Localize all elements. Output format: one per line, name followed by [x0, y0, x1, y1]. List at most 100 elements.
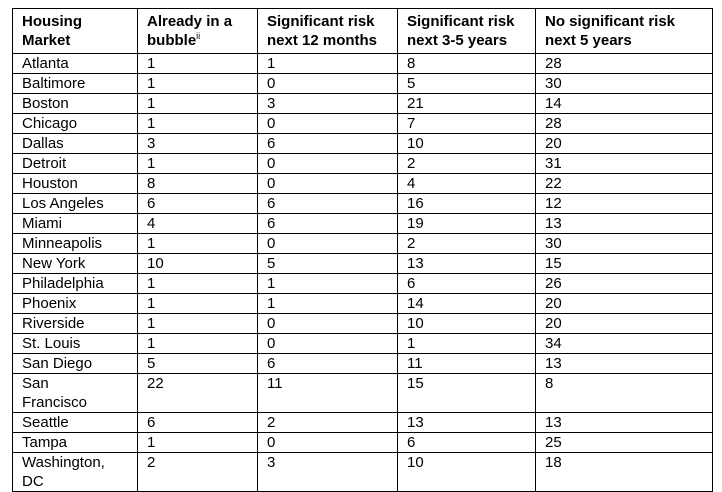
count-cell: 0	[257, 153, 398, 174]
count-cell: 1	[257, 53, 398, 74]
count-cell: 8	[535, 373, 713, 413]
market-cell: Houston	[12, 173, 138, 194]
market-name: Boston	[22, 95, 69, 112]
count: 14	[545, 95, 562, 112]
market-name: Atlanta	[22, 55, 69, 72]
count-cell: 4	[397, 173, 536, 194]
data-row: Chicago 1 0 7 28	[12, 113, 713, 134]
data-row: St. Louis 1 0 1 34	[12, 333, 713, 354]
count: 0	[267, 75, 276, 92]
count: 5	[407, 75, 416, 92]
count-cell: 1	[137, 293, 258, 314]
market-name: Riverside	[22, 315, 85, 332]
count: 1	[147, 75, 156, 92]
count-cell: 21	[397, 93, 536, 114]
data-row: Atlanta 1 1 8 28	[12, 53, 713, 74]
count: 30	[545, 75, 562, 92]
market-cell: Seattle	[12, 412, 138, 433]
count-cell: 11	[397, 353, 536, 374]
market-cell: Atlanta	[12, 53, 138, 74]
market-cell: Chicago	[12, 113, 138, 134]
count-cell: 1	[137, 93, 258, 114]
count: 4	[147, 215, 156, 232]
count-cell: 3	[257, 93, 398, 114]
count: 1	[147, 235, 156, 252]
count: 1	[147, 315, 156, 332]
count-cell: 1	[137, 73, 258, 94]
data-row: Detroit 1 0 2 31	[12, 153, 713, 174]
market-cell: Dallas	[12, 133, 138, 154]
market-cell: Phoenix	[12, 293, 138, 314]
market-cell: Miami	[12, 213, 138, 234]
count-cell: 1	[137, 233, 258, 254]
data-row: San Diego 5 6 11 13	[12, 353, 713, 374]
count: 0	[267, 155, 276, 172]
count: 10	[407, 135, 424, 152]
count-cell: 1	[137, 432, 258, 453]
market-name: Miami	[22, 215, 62, 232]
count: 2	[267, 414, 276, 431]
count-cell: 15	[535, 253, 713, 274]
count-cell: 1	[137, 53, 258, 74]
count-cell: 13	[535, 353, 713, 374]
count: 13	[407, 255, 424, 272]
header-line: Significant risk	[267, 13, 375, 30]
count: 1	[147, 115, 156, 132]
count: 0	[267, 315, 276, 332]
count-cell: 5	[397, 73, 536, 94]
count-cell: 6	[257, 353, 398, 374]
count-cell: 20	[535, 313, 713, 334]
market-cell: Baltimore	[12, 73, 138, 94]
count: 8	[545, 375, 554, 392]
data-row: Phoenix 1 1 14 20	[12, 293, 713, 314]
market-name: St. Louis	[22, 335, 81, 352]
count-cell: 13	[397, 412, 536, 433]
count-cell: 31	[535, 153, 713, 174]
count: 1	[147, 295, 156, 312]
footnote-marker: ii	[196, 31, 201, 41]
count-cell: 0	[257, 113, 398, 134]
table-body: Atlanta 1 1 8 28 Baltimore 1 0 5 30 Boston 1 3 21 14 Ch…	[12, 53, 713, 492]
count: 1	[267, 295, 276, 312]
count-cell: 22	[535, 173, 713, 194]
market-cell: San Diego	[12, 353, 138, 374]
column-header: No significant risk next 5 years	[535, 8, 713, 54]
count: 6	[407, 275, 416, 292]
count-cell: 11	[257, 373, 398, 413]
header-line: No significant risk	[545, 13, 676, 30]
count: 13	[407, 414, 424, 431]
header-line: Market	[22, 32, 71, 49]
count: 28	[545, 55, 562, 72]
count: 25	[545, 434, 562, 451]
count-cell: 20	[535, 133, 713, 154]
count: 16	[407, 195, 424, 212]
count-cell: 10	[397, 313, 536, 334]
count: 18	[545, 454, 562, 471]
market-cell: Boston	[12, 93, 138, 114]
market-name: Los Angeles	[22, 195, 104, 212]
count: 0	[267, 434, 276, 451]
market-name: Houston	[22, 175, 78, 192]
market-cell: Riverside	[12, 313, 138, 334]
count-cell: 16	[397, 193, 536, 214]
count-cell: 0	[257, 333, 398, 354]
count-cell: 30	[535, 233, 713, 254]
count-cell: 6	[397, 273, 536, 294]
count: 1	[147, 434, 156, 451]
count: 15	[407, 375, 424, 392]
count: 2	[407, 155, 416, 172]
count: 8	[147, 175, 156, 192]
market-name: San Diego	[22, 355, 93, 372]
market-cell: Washington, DC	[12, 452, 138, 492]
count-cell: 2	[397, 153, 536, 174]
count-cell: 6	[257, 213, 398, 234]
count: 34	[545, 335, 562, 352]
count-cell: 18	[535, 452, 713, 492]
data-row: Washington, DC 2 3 10 18	[12, 452, 713, 492]
count: 21	[407, 95, 424, 112]
count-cell: 8	[397, 53, 536, 74]
market-name: New York	[22, 255, 86, 272]
count-cell: 0	[257, 313, 398, 334]
count-cell: 0	[257, 73, 398, 94]
